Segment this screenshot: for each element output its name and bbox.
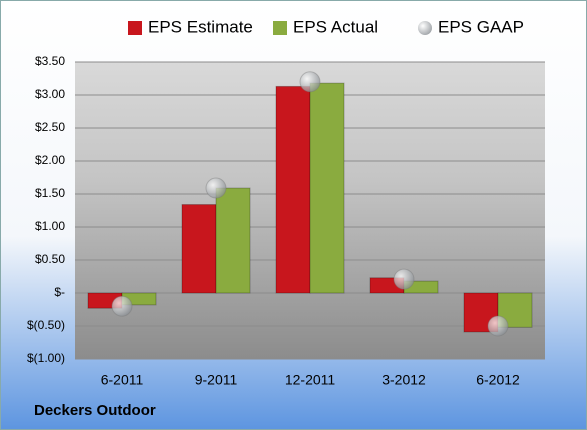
gaap-point [205, 177, 227, 199]
y-tick-label: $3.50 [35, 54, 65, 68]
chart-title: Deckers Outdoor [34, 402, 156, 419]
gaap-point [111, 295, 133, 317]
x-tick-label: 6-2011 [101, 372, 144, 388]
y-tick-label: $2.00 [35, 153, 65, 167]
legend-label: EPS Estimate [148, 17, 253, 36]
gaap-point [487, 315, 509, 337]
y-tick-label: $1.00 [35, 219, 65, 233]
legend-marker [418, 21, 432, 35]
bar [497, 292, 533, 328]
y-tick-label: $3.00 [35, 87, 65, 101]
x-tick-label: 6-2012 [476, 372, 520, 388]
gaap-point [393, 268, 415, 290]
legend-marker [273, 21, 287, 35]
y-tick-label: $2.50 [35, 120, 65, 134]
x-tick-label: 9-2011 [195, 372, 238, 388]
y-tick-label: $1.50 [35, 186, 65, 200]
legend-label: EPS Actual [293, 17, 378, 36]
legend-marker [128, 21, 142, 35]
y-tick-label: $0.50 [35, 252, 65, 266]
bar [275, 85, 311, 294]
x-tick-label: 3-2012 [382, 372, 426, 388]
y-tick-label: $(0.50) [27, 318, 65, 332]
bar [215, 187, 251, 294]
bar [309, 82, 345, 294]
legend-label: EPS GAAP [438, 17, 524, 36]
bar [181, 204, 217, 294]
x-tick-label: 12-2011 [285, 372, 336, 388]
y-tick-label: $(1.00) [27, 351, 65, 365]
gaap-point [299, 71, 321, 93]
y-tick-label: $- [54, 285, 65, 299]
